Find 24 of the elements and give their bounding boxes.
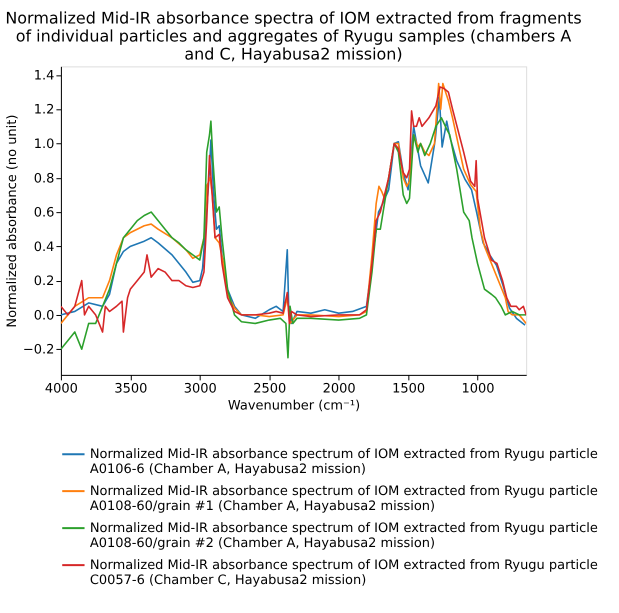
line-series (60, 116, 526, 359)
y-tick-label: 0.8 (34, 171, 54, 186)
x-tick-label: 1000 (462, 381, 495, 396)
x-tick-label: 4000 (44, 381, 78, 396)
x-tick-label: 2000 (322, 381, 356, 396)
legend-label: Normalized Mid-IR absorbance spectrum of IOM extracted from Ryugu particle A0108-60/grain #2 (Chamber A, Hayabusa2 mission) (90, 521, 598, 552)
x-tick-label: 3000 (184, 381, 217, 396)
y-tick-label: 0.6 (34, 206, 54, 221)
y-tick-label: −0.2 (22, 342, 54, 358)
legend-label: Normalized Mid-IR absorbance spectrum of IOM extracted from Ryugu particle A0106-6 (Chamber A, Hayabusa2 mission) (90, 447, 598, 478)
y-axis-title: Normalized absorbance (no unit) (4, 114, 20, 328)
legend-label: Normalized Mid-IR absorbance spectrum of IOM extracted from Ryugu particle C0057-6 (Chamber C, Hayabusa2 mission) (90, 558, 598, 588)
legend-label: Normalized Mid-IR absorbance spectrum of IOM extracted from Ryugu particle A0108-60/grain #1 (Chamber A, Hayabusa2 mission) (90, 484, 598, 514)
chart-title: Normalized Mid-IR absorbance spectra of IOM extracted from fragments of individual particles and aggregates of Ryugu samples (chambers A and C, Hayabusa2 mission) (5, 8, 582, 64)
x-tick-label: 1500 (392, 381, 426, 396)
y-tick-label: 1.4 (34, 68, 54, 84)
x-tick-label: 3500 (114, 381, 148, 396)
y-tick-label: 0.4 (34, 240, 54, 255)
y-tick-label: 1.2 (34, 102, 54, 118)
x-axis-title: Wavenumber (cm⁻¹) (228, 398, 360, 414)
x-tick-label: 2500 (253, 381, 286, 396)
y-tick-label: 0.0 (34, 308, 54, 324)
y-tick-label: 1.0 (34, 136, 54, 152)
y-tick-label: 0.2 (34, 274, 54, 290)
